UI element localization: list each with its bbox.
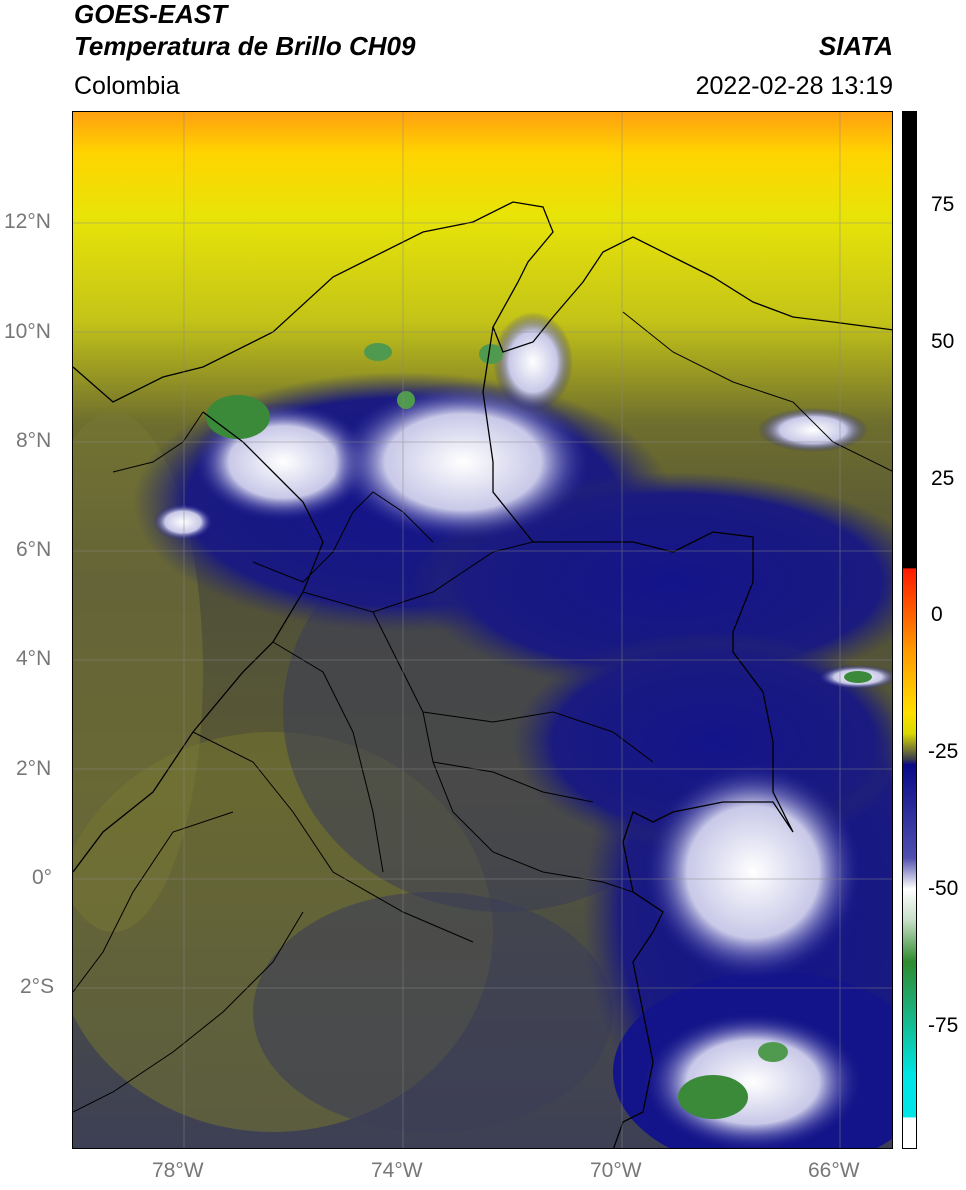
department-border xyxy=(302,591,634,893)
deep-convection xyxy=(479,344,503,364)
convective-cloud xyxy=(493,312,573,412)
deep-convection xyxy=(364,343,392,361)
country-border xyxy=(622,311,892,472)
deep-convection xyxy=(758,1042,788,1062)
map-canvas xyxy=(73,112,892,1148)
lat-label: 8°N xyxy=(16,429,52,452)
pacific-coastline xyxy=(73,411,324,873)
colorbar-label: -50 xyxy=(928,877,959,900)
lat-label: 6°N xyxy=(16,538,52,561)
colorbar-gradient xyxy=(903,112,916,1148)
lon-label: 70°W xyxy=(590,1159,642,1182)
colorbar-label: -25 xyxy=(928,740,959,763)
colorbar-label: 0 xyxy=(931,603,943,626)
region-label: Colombia xyxy=(74,72,180,100)
colorbar-label: 75 xyxy=(931,193,955,216)
department-border xyxy=(432,761,594,803)
lat-label: 10°N xyxy=(4,320,51,343)
country-border xyxy=(112,411,204,473)
deep-convection xyxy=(844,671,872,683)
slate-area xyxy=(253,892,613,1132)
agency-label: SIATA xyxy=(818,31,893,61)
lat-label: 2°N xyxy=(16,757,52,780)
satellite-map[interactable] xyxy=(72,111,893,1149)
product-title-line2: Temperatura de Brillo CH09 xyxy=(74,31,416,61)
deep-convection xyxy=(678,1075,748,1119)
lat-label: 12°N xyxy=(4,210,51,233)
lat-label: 4°N xyxy=(16,647,52,670)
deep-convection xyxy=(206,395,270,439)
lon-label: 74°W xyxy=(371,1159,423,1182)
department-border xyxy=(73,911,304,1113)
department-border xyxy=(73,811,234,993)
coastline xyxy=(73,201,892,403)
colorbar-label: 50 xyxy=(931,330,955,353)
convective-cloud xyxy=(643,1012,863,1148)
convective-cloud xyxy=(643,762,863,982)
lon-label: 66°W xyxy=(808,1159,860,1182)
product-title-line1: GOES-EAST xyxy=(74,0,228,29)
deep-convection xyxy=(397,391,415,409)
convective-cloud xyxy=(153,504,213,540)
datetime-label: 2022-02-28 13:19 xyxy=(695,72,893,100)
lat-label: 2°S xyxy=(20,975,55,998)
lat-label: 0° xyxy=(32,866,53,889)
convective-cloud xyxy=(333,382,593,542)
lon-label: 78°W xyxy=(152,1159,204,1182)
colorbar xyxy=(902,111,917,1149)
department-border xyxy=(272,641,384,873)
national-border xyxy=(482,326,794,1148)
department-border xyxy=(422,711,654,763)
convective-cloud xyxy=(758,408,868,452)
colorbar-label: -75 xyxy=(928,1014,959,1037)
graticule xyxy=(73,112,892,1148)
colorbar-label: 25 xyxy=(931,467,955,490)
department-border xyxy=(192,731,474,943)
